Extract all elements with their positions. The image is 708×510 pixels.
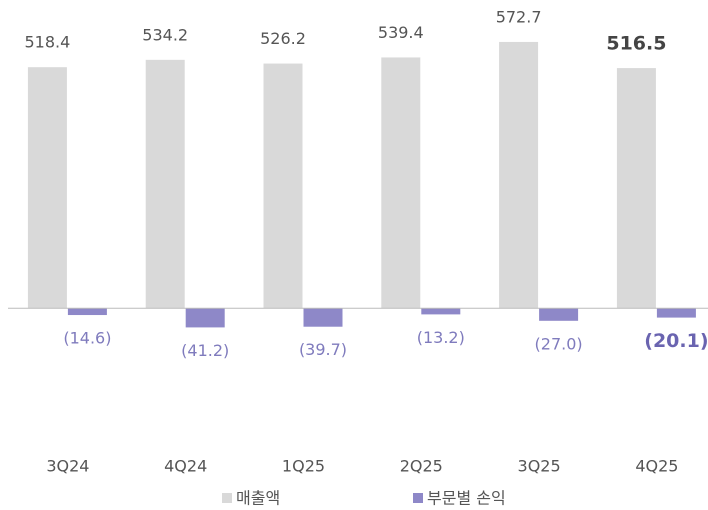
bar: [27, 67, 67, 309]
legend-swatch: [222, 493, 232, 503]
bar: [499, 41, 539, 309]
data-label: (27.0): [535, 334, 583, 353]
data-label: 572.7: [496, 7, 542, 26]
legend-label: 부문별 손익: [427, 489, 506, 508]
data-label: (14.6): [63, 329, 111, 348]
bar: [303, 308, 343, 327]
x-tick-label: 4Q25: [635, 457, 678, 476]
bar: [263, 63, 303, 309]
bar: [539, 308, 579, 321]
data-label: 539.4: [378, 23, 424, 42]
legend-swatch: [413, 493, 423, 503]
x-tick-label: 1Q25: [282, 457, 325, 476]
data-label: 534.2: [142, 25, 188, 44]
data-label: 518.4: [24, 33, 70, 52]
data-label: (20.1): [644, 330, 708, 352]
legend-label: 매출액: [236, 489, 280, 508]
data-label: 526.2: [260, 29, 306, 48]
bar: [67, 308, 107, 316]
bar: [185, 308, 225, 328]
bar: [656, 308, 696, 318]
x-tick-label: 3Q24: [46, 457, 89, 476]
x-tick-label: 3Q25: [518, 457, 561, 476]
data-label: (39.7): [299, 340, 347, 359]
data-label: (13.2): [417, 328, 465, 347]
bar: [381, 57, 421, 309]
bar: [145, 59, 185, 309]
x-tick-label: 4Q24: [164, 457, 207, 476]
bar: [421, 308, 461, 315]
data-label: 516.5: [606, 33, 666, 55]
bar: [616, 68, 656, 309]
x-tick-label: 2Q25: [400, 457, 443, 476]
data-label: (41.2): [181, 341, 229, 360]
